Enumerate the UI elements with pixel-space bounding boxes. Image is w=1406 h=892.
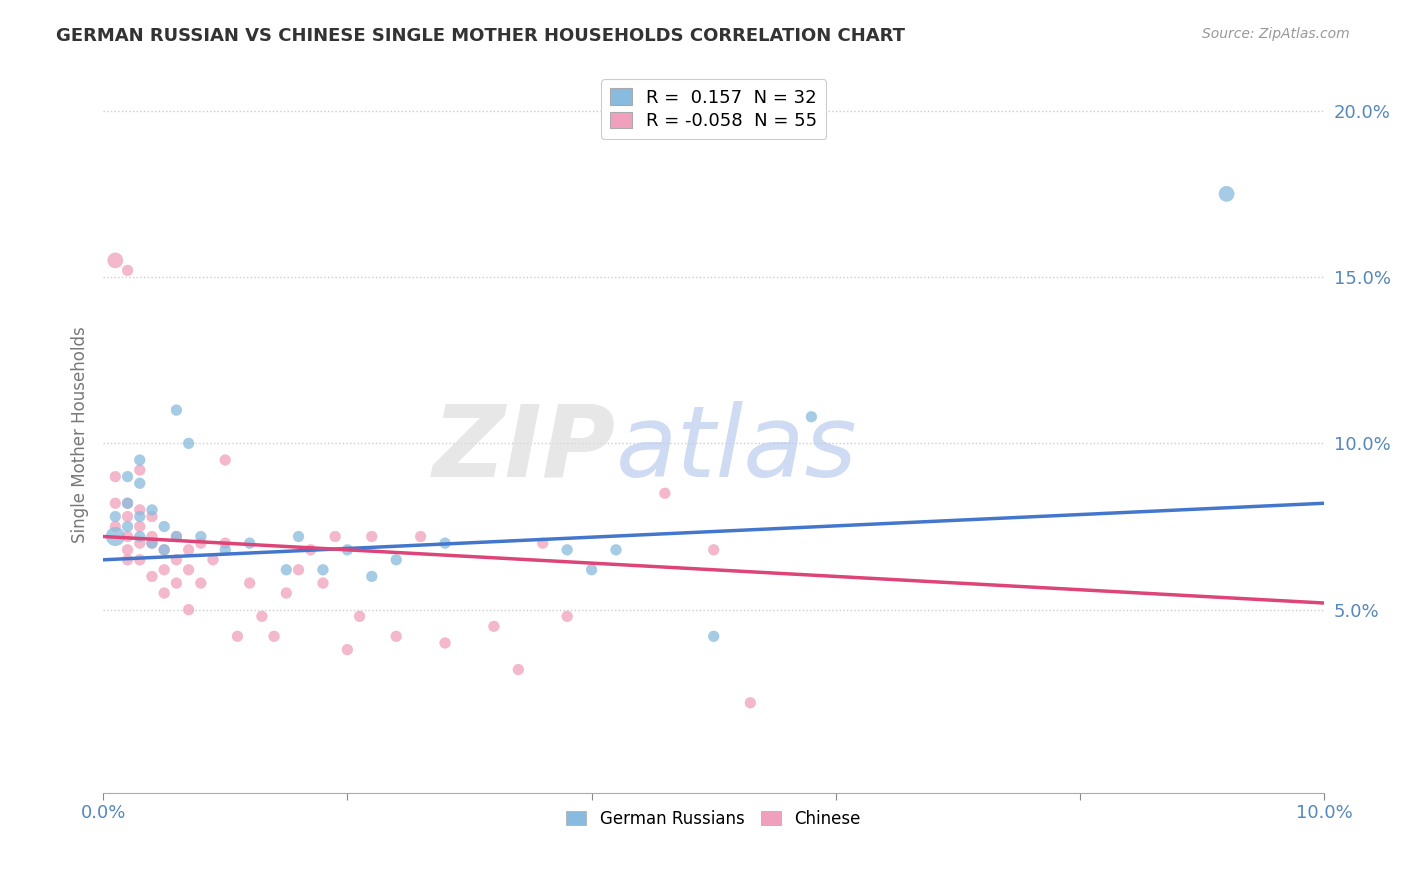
Y-axis label: Single Mother Households: Single Mother Households [72, 326, 89, 543]
Point [214, 453, 236, 467]
Point [482, 619, 505, 633]
Point [128, 529, 150, 543]
Point [555, 542, 578, 557]
Point [226, 629, 249, 643]
Point [165, 529, 187, 543]
Point [128, 553, 150, 567]
Point [117, 553, 139, 567]
Point [153, 542, 176, 557]
Point [177, 436, 200, 450]
Point [117, 519, 139, 533]
Point [104, 496, 127, 510]
Text: atlas: atlas [616, 401, 858, 498]
Point [703, 629, 725, 643]
Point [128, 509, 150, 524]
Point [434, 636, 457, 650]
Text: ZIP: ZIP [433, 401, 616, 498]
Point [239, 576, 262, 591]
Point [349, 609, 371, 624]
Point [153, 563, 176, 577]
Point [740, 696, 762, 710]
Point [104, 529, 127, 543]
Point [141, 529, 163, 543]
Point [360, 569, 382, 583]
Point [165, 529, 187, 543]
Point [117, 469, 139, 483]
Point [214, 536, 236, 550]
Point [117, 529, 139, 543]
Point [128, 476, 150, 491]
Point [141, 509, 163, 524]
Point [153, 586, 176, 600]
Point [141, 569, 163, 583]
Point [153, 519, 176, 533]
Point [605, 542, 627, 557]
Point [165, 403, 187, 417]
Point [104, 469, 127, 483]
Point [385, 553, 408, 567]
Point [287, 529, 309, 543]
Point [239, 536, 262, 550]
Point [276, 586, 298, 600]
Point [336, 642, 359, 657]
Point [336, 542, 359, 557]
Point [117, 496, 139, 510]
Point [117, 509, 139, 524]
Point [128, 503, 150, 517]
Point [128, 519, 150, 533]
Point [117, 542, 139, 557]
Point [800, 409, 823, 424]
Point [104, 519, 127, 533]
Point [385, 629, 408, 643]
Point [165, 576, 187, 591]
Point [409, 529, 432, 543]
Point [312, 576, 335, 591]
Point [190, 529, 212, 543]
Point [141, 503, 163, 517]
Point [654, 486, 676, 500]
Point [287, 563, 309, 577]
Point [190, 576, 212, 591]
Point [128, 536, 150, 550]
Point [104, 509, 127, 524]
Point [141, 536, 163, 550]
Text: Source: ZipAtlas.com: Source: ZipAtlas.com [1202, 27, 1350, 41]
Point [141, 536, 163, 550]
Point [323, 529, 346, 543]
Point [555, 609, 578, 624]
Point [128, 463, 150, 477]
Point [703, 542, 725, 557]
Point [360, 529, 382, 543]
Point [177, 542, 200, 557]
Point [581, 563, 603, 577]
Point [276, 563, 298, 577]
Point [250, 609, 273, 624]
Point [312, 563, 335, 577]
Point [177, 603, 200, 617]
Point [263, 629, 285, 643]
Point [104, 253, 127, 268]
Point [1215, 186, 1237, 201]
Legend: German Russians, Chinese: German Russians, Chinese [560, 803, 868, 834]
Point [165, 553, 187, 567]
Point [434, 536, 457, 550]
Point [117, 496, 139, 510]
Point [190, 536, 212, 550]
Point [299, 542, 322, 557]
Text: GERMAN RUSSIAN VS CHINESE SINGLE MOTHER HOUSEHOLDS CORRELATION CHART: GERMAN RUSSIAN VS CHINESE SINGLE MOTHER … [56, 27, 905, 45]
Point [153, 542, 176, 557]
Point [117, 263, 139, 277]
Point [177, 563, 200, 577]
Point [202, 553, 225, 567]
Point [531, 536, 554, 550]
Point [128, 453, 150, 467]
Point [214, 542, 236, 557]
Point [508, 663, 530, 677]
